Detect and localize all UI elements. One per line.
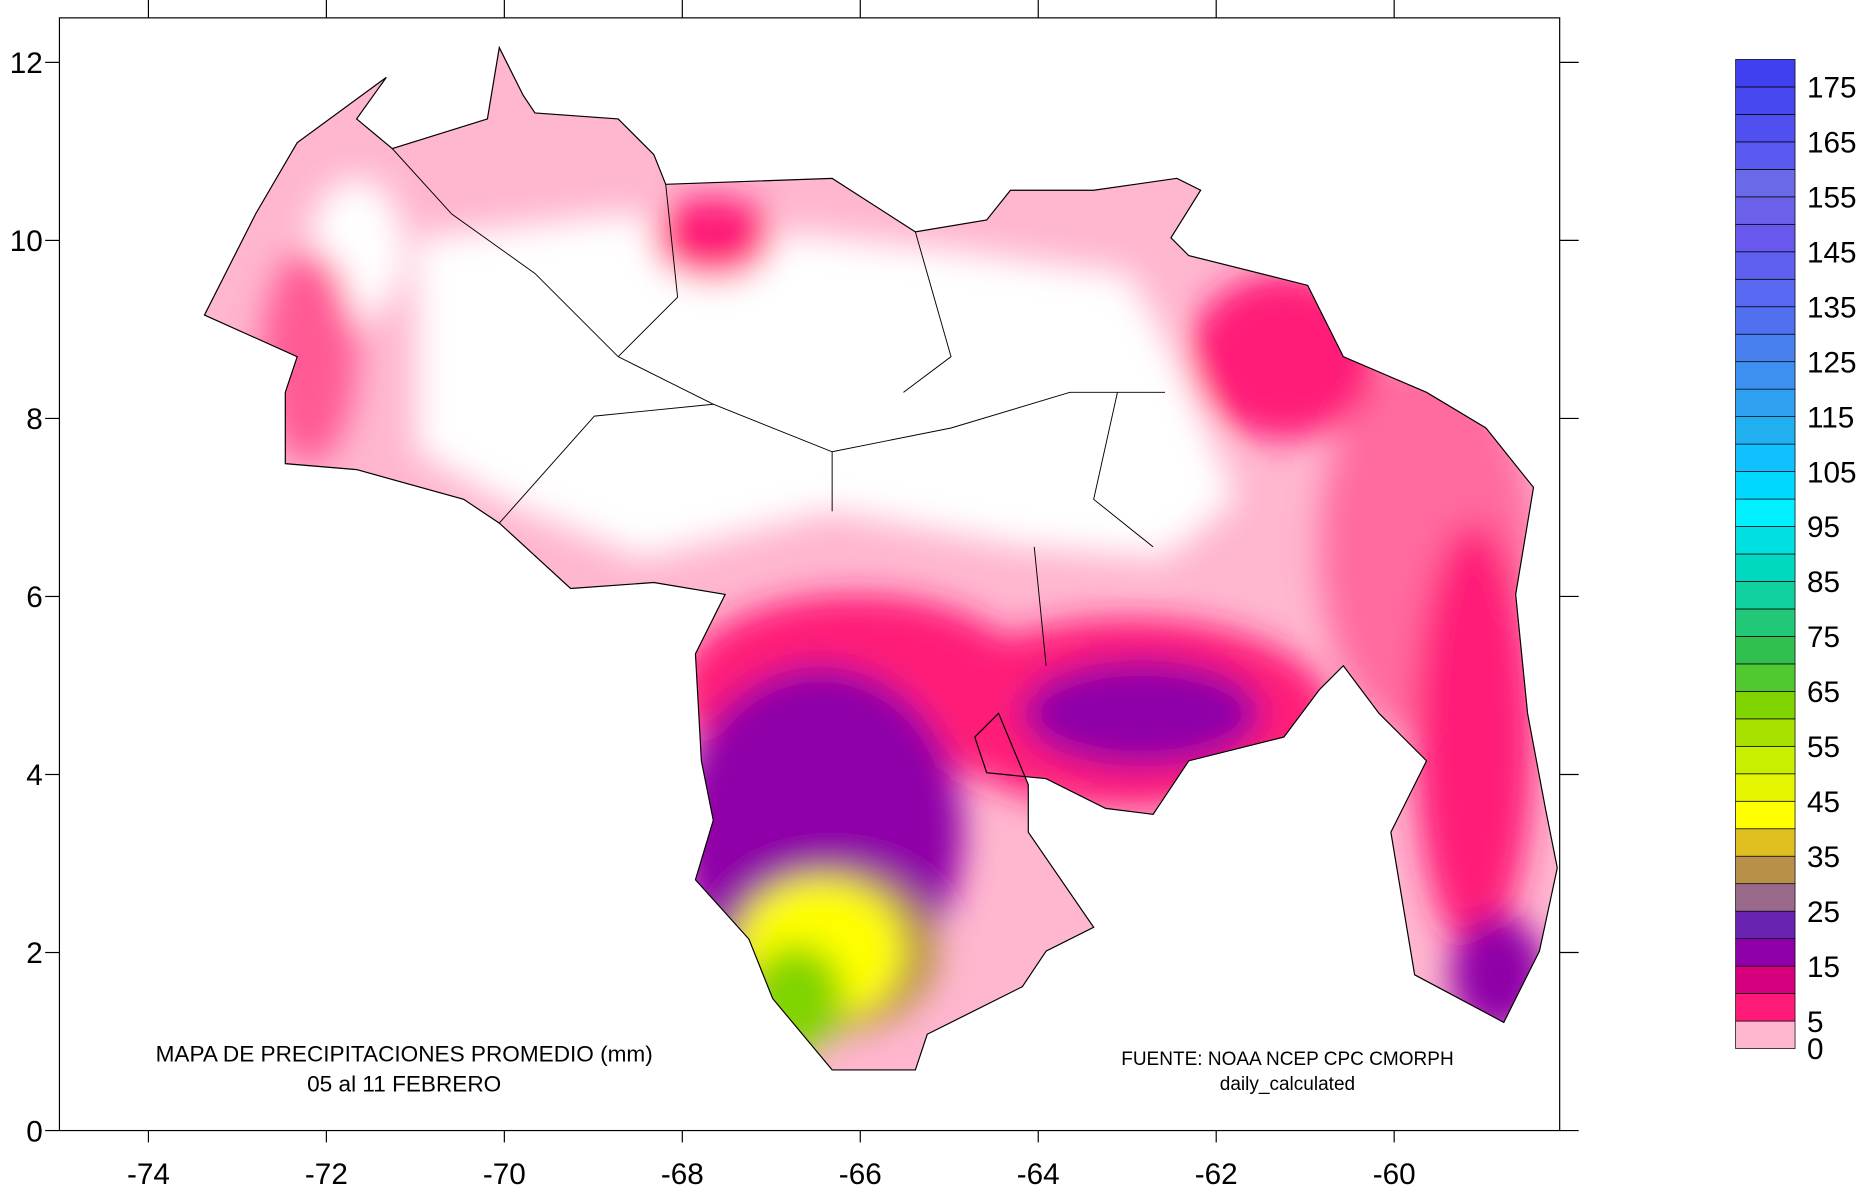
colorbar-bin: [1735, 581, 1796, 610]
colorbar-label: 35: [1807, 841, 1840, 874]
source: FUENTE: NOAA NCEP CPC CMORPH: [1121, 1049, 1453, 1070]
colorbar-bin: [1735, 855, 1796, 885]
colorbar-bin: [1735, 938, 1796, 967]
x-tick-label: -64: [1017, 1158, 1060, 1191]
colorbar-label: 105: [1807, 456, 1857, 489]
colorbar-bin: [1735, 773, 1796, 802]
colorbar-bin: [1735, 718, 1796, 747]
colorbar-bin: [1735, 388, 1796, 417]
map-subtitle: 05 al 11 FEBRERO: [307, 1071, 501, 1096]
y-tick-label: 6: [26, 581, 43, 614]
colorbar-bin: [1735, 828, 1796, 857]
colorbar-bin: [1735, 306, 1796, 335]
colorbar-bin: [1735, 443, 1796, 472]
map-title: MAPA DE PRECIPITACIONES PROMEDIO (mm): [156, 1042, 653, 1067]
colorbar-bin: [1735, 361, 1796, 390]
x-tick-label: -74: [127, 1158, 170, 1191]
colorbar-bin: [1735, 471, 1796, 500]
y-tick-label: 0: [26, 1115, 43, 1148]
colorbar-label: 135: [1807, 291, 1857, 324]
colorbar-label: 5: [1807, 1006, 1824, 1039]
state-borders: [391, 148, 1165, 666]
x-tick-label: -60: [1373, 1158, 1416, 1191]
x-tick-label: -68: [661, 1158, 704, 1191]
y-tick-label: 2: [26, 937, 43, 970]
colorbar-bin: [1735, 553, 1796, 582]
colorbar-bin: [1735, 86, 1796, 115]
colorbar-bin: [1735, 333, 1796, 363]
colorbar-label: 15: [1807, 951, 1840, 984]
colorbar-bin: [1735, 141, 1796, 170]
colorbar-bin: [1735, 223, 1796, 253]
colorbar-label: 155: [1807, 182, 1857, 215]
colorbar-bin: [1735, 745, 1796, 775]
colorbar-label: 145: [1807, 236, 1857, 269]
colorbar-bin: [1735, 883, 1796, 912]
colorbar-bin: [1735, 498, 1796, 527]
colorbar-label: 95: [1807, 511, 1840, 544]
x-tick-label: -72: [305, 1158, 348, 1191]
colorbar-bin: [1735, 663, 1796, 692]
colorbar-label: 0: [1807, 1033, 1824, 1066]
colorbar-bin: [1735, 416, 1796, 445]
y-tick-label: 8: [26, 403, 43, 436]
colorbar-bin: [1735, 608, 1796, 637]
colorbar-bin: [1735, 1020, 1796, 1049]
colorbar-label: 85: [1807, 566, 1840, 599]
colorbar-label: 115: [1807, 401, 1854, 434]
colorbar-bin: [1735, 251, 1796, 280]
colorbar-bin: [1735, 636, 1796, 665]
colorbar-bin: [1735, 800, 1796, 830]
colorbar-bin: [1735, 59, 1796, 88]
colorbar-bin: [1735, 910, 1796, 939]
colorbar-label: 55: [1807, 731, 1840, 764]
x-tick-label: -62: [1195, 1158, 1238, 1191]
colorbar-label: 45: [1807, 786, 1840, 819]
country-outline: [203, 45, 1558, 1071]
colorbar-label: 165: [1807, 127, 1857, 160]
colorbar-bin: [1735, 965, 1796, 994]
y-tick-label: 12: [10, 47, 43, 80]
colorbar-bin: [1735, 169, 1796, 198]
colorbar-label: 25: [1807, 896, 1840, 929]
y-tick-label: 10: [10, 225, 43, 258]
colorbar-bin: [1735, 114, 1796, 143]
x-tick-label: -70: [483, 1158, 526, 1191]
colorbar-label: 175: [1807, 72, 1857, 105]
colorbar-label: 125: [1807, 346, 1857, 379]
source-note: daily_calculated: [1220, 1074, 1355, 1095]
colorbar-label: 65: [1807, 676, 1840, 709]
colorbar-bin: [1735, 196, 1796, 225]
colorbar-label: 75: [1807, 621, 1840, 654]
colorbar-bin: [1735, 691, 1796, 720]
x-tick-label: -66: [839, 1158, 882, 1191]
plot-frame: [58, 17, 1561, 1132]
colorbar-bin: [1735, 993, 1796, 1022]
colorbar-bin: [1735, 278, 1796, 308]
colorbar-bin: [1735, 526, 1796, 555]
y-tick-label: 4: [26, 759, 43, 792]
